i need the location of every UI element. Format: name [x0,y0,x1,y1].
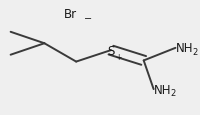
Text: NH: NH [154,83,171,96]
Text: 2: 2 [171,88,176,97]
Text: NH: NH [175,42,193,55]
Text: S: S [107,44,115,57]
Text: +: + [115,52,122,61]
Text: 2: 2 [192,47,198,56]
Text: −: − [84,14,92,24]
Text: Br: Br [64,8,77,21]
